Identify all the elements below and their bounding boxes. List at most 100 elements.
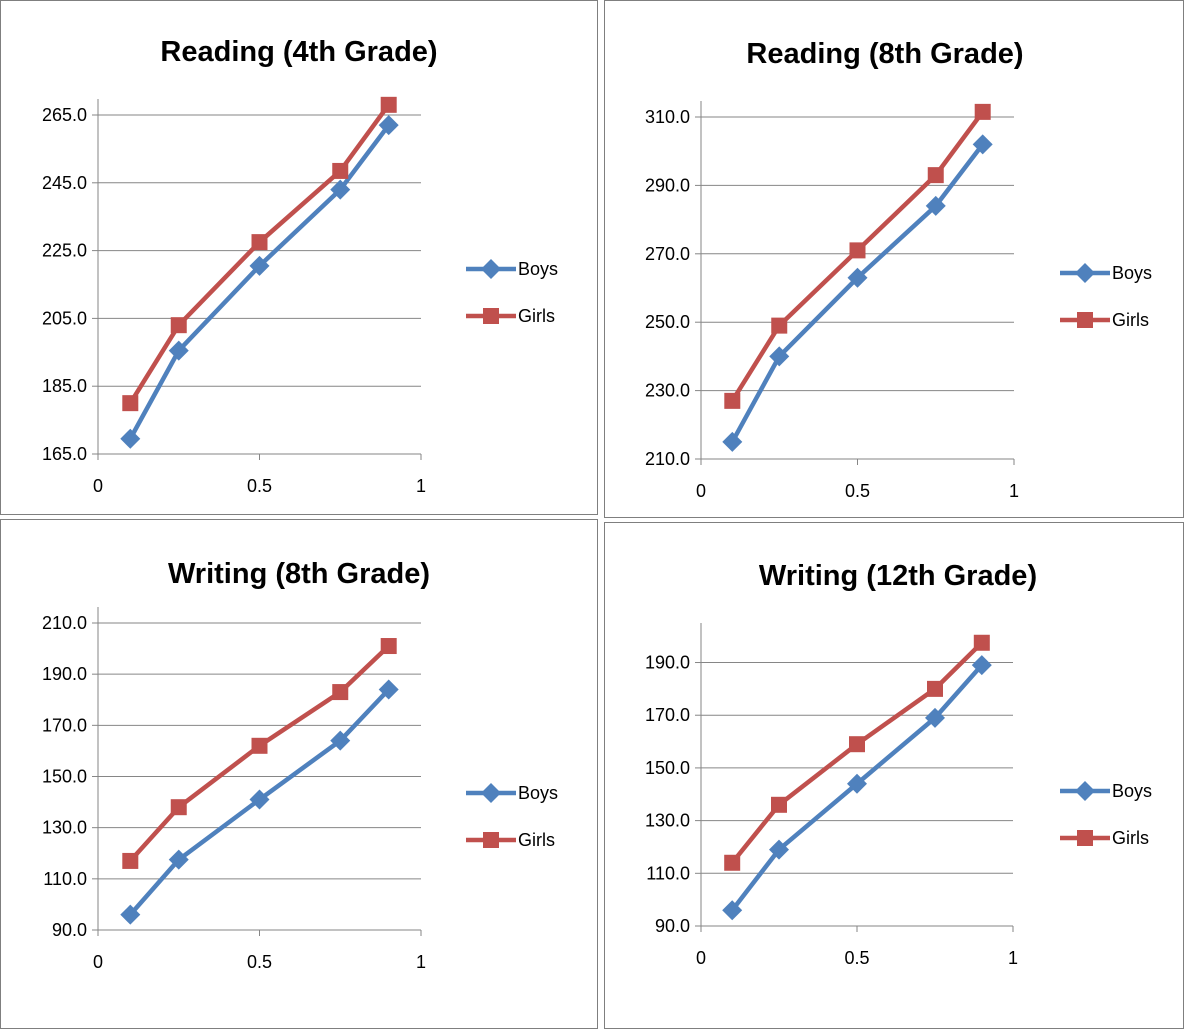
legend-marker-girls	[1077, 830, 1093, 846]
legend-label-boys: Boys	[1112, 781, 1152, 801]
y-tick-label: 210.0	[42, 613, 87, 633]
legend-label-boys: Boys	[518, 259, 558, 279]
y-tick-label: 190.0	[42, 664, 87, 684]
x-tick-label: 0	[93, 476, 103, 496]
y-tick-label: 270.0	[645, 244, 690, 264]
x-tick-label: 1	[1008, 948, 1018, 968]
y-tick-label: 250.0	[645, 312, 690, 332]
data-point-girls	[122, 395, 139, 412]
chart-svg: Writing (8th Grade) 90.0 110.0 130.0 150.0 1…	[42, 558, 558, 972]
chart-panel-writing-8th: Writing (8th Grade) 90.0 110.0 130.0 150.0 1…	[0, 519, 598, 1029]
chart-svg: Writing (12th Grade) 90.0 110.0 130.0 150.0…	[645, 560, 1152, 968]
y-tick-label: 110.0	[43, 869, 87, 889]
y-tick-label: 170.0	[42, 715, 87, 735]
data-point-boys	[378, 679, 399, 700]
legend-marker-girls	[483, 832, 499, 848]
x-tick-label: 0.5	[845, 481, 870, 501]
y-tick-label: 290.0	[645, 175, 690, 195]
x-tick-label: 1	[416, 476, 426, 496]
x-tick-label: 0	[696, 948, 706, 968]
data-point-girls	[849, 736, 865, 753]
data-point-girls	[380, 96, 397, 113]
y-tick-label: 205.0	[42, 308, 87, 328]
data-point-girls	[724, 392, 741, 409]
data-point-boys	[972, 134, 993, 155]
legend-label-girls: Girls	[1112, 828, 1149, 848]
y-tick-label: 150.0	[42, 767, 87, 787]
data-point-girls	[170, 317, 187, 334]
y-tick-label: 225.0	[42, 241, 87, 261]
chart-panel-reading-4th: Reading (4th Grade) 165.0 185.0 205.0 225.0…	[0, 0, 598, 515]
legend-label-girls: Girls	[518, 830, 555, 850]
chart-title: Writing (8th Grade)	[168, 558, 430, 590]
data-point-boys	[847, 267, 868, 288]
data-point-girls	[973, 634, 990, 651]
data-point-boys	[925, 195, 946, 216]
data-point-girls	[332, 162, 349, 179]
series-line-boys	[128, 123, 391, 440]
chart-panel-writing-12th: Writing (12th Grade) 90.0 110.0 130.0 150.0…	[604, 522, 1184, 1029]
legend-marker-boys	[481, 783, 501, 803]
y-tick-label: 165.0	[42, 444, 87, 464]
legend-label-boys: Boys	[1112, 263, 1152, 283]
y-tick-label: 130.0	[42, 818, 87, 838]
series-line-girls	[730, 641, 984, 865]
data-point-boys	[120, 904, 141, 925]
data-point-girls	[122, 852, 139, 869]
y-tick-label: 190.0	[645, 653, 690, 673]
y-tick-label: 170.0	[645, 705, 690, 725]
x-tick-label: 0	[696, 481, 706, 501]
legend-label-boys: Boys	[518, 783, 558, 803]
x-tick-label: 0.5	[844, 948, 869, 968]
x-tick-label: 1	[1009, 481, 1019, 501]
data-point-boys	[769, 839, 789, 860]
data-point-boys	[249, 255, 270, 276]
chart-title: Reading (4th Grade)	[160, 36, 437, 68]
data-point-boys	[168, 340, 189, 361]
legend-marker-boys	[481, 259, 501, 279]
legend-marker-girls	[483, 308, 499, 324]
legend-marker-boys	[1075, 263, 1095, 283]
y-tick-label: 150.0	[645, 758, 690, 778]
data-point-girls	[927, 680, 943, 697]
data-point-boys	[722, 431, 743, 452]
legend-marker-boys	[1075, 781, 1095, 801]
chart-title: Reading (8th Grade)	[746, 38, 1023, 70]
data-point-boys	[971, 655, 992, 676]
legend-label-girls: Girls	[1112, 310, 1149, 330]
data-point-boys	[330, 179, 351, 200]
data-point-girls	[927, 167, 944, 184]
data-point-girls	[771, 317, 788, 334]
x-tick-label: 0.5	[247, 952, 272, 972]
data-point-boys	[722, 900, 743, 921]
data-point-girls	[724, 854, 741, 871]
chart-svg: Reading (4th Grade) 165.0 185.0 205.0 225.0…	[42, 36, 558, 496]
data-point-boys	[249, 789, 270, 810]
y-tick-label: 185.0	[42, 376, 87, 396]
legend-marker-girls	[1077, 312, 1093, 328]
y-tick-label: 130.0	[645, 811, 690, 831]
data-point-boys	[925, 707, 945, 728]
y-tick-label: 90.0	[52, 920, 87, 940]
data-point-boys	[120, 428, 141, 449]
data-point-boys	[378, 115, 399, 136]
chart-panel-reading-8th: Reading (8th Grade) 210.0 230.0 250.0 270.0…	[604, 0, 1184, 518]
y-tick-label: 245.0	[42, 173, 87, 193]
y-tick-label: 310.0	[645, 107, 690, 127]
x-tick-label: 1	[416, 952, 426, 972]
y-tick-label: 90.0	[655, 916, 690, 936]
data-point-girls	[170, 799, 187, 816]
data-point-girls	[974, 103, 991, 120]
data-point-boys	[330, 730, 351, 751]
y-tick-label: 210.0	[645, 449, 690, 469]
data-point-girls	[771, 796, 787, 813]
y-tick-label: 265.0	[42, 105, 87, 125]
chart-title: Writing (12th Grade)	[759, 560, 1037, 592]
data-point-girls	[251, 234, 268, 251]
chart-svg: Reading (8th Grade) 210.0 230.0 250.0 270.0…	[645, 38, 1152, 501]
data-point-boys	[769, 346, 790, 367]
x-tick-label: 0	[93, 952, 103, 972]
y-tick-label: 230.0	[645, 381, 690, 401]
x-tick-label: 0.5	[247, 476, 272, 496]
data-point-boys	[168, 849, 189, 870]
